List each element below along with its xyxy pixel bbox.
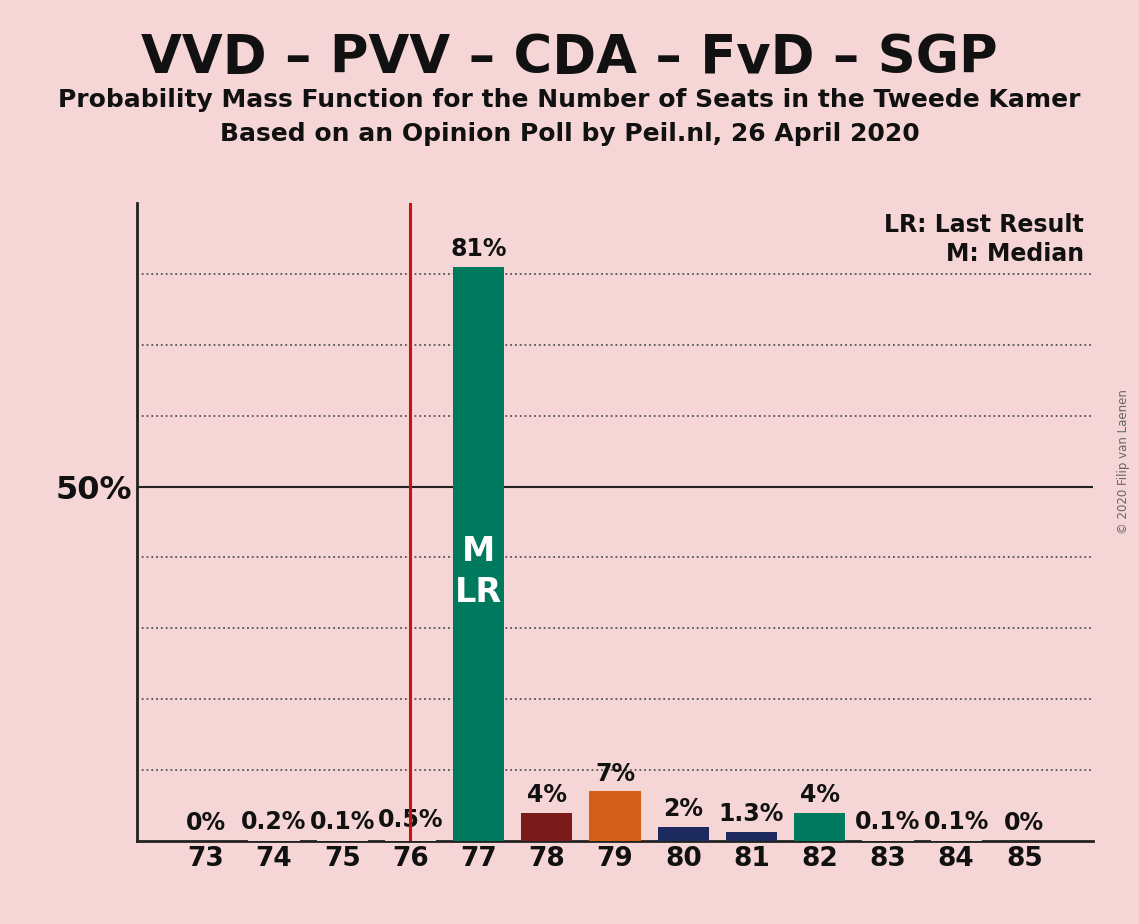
Text: 4%: 4% <box>527 783 567 807</box>
Bar <box>726 832 777 841</box>
Text: 4%: 4% <box>800 783 839 807</box>
Text: 0%: 0% <box>1005 811 1044 835</box>
Text: 0.2%: 0.2% <box>241 809 306 833</box>
Text: 7%: 7% <box>595 761 636 785</box>
Text: M
LR: M LR <box>456 535 502 609</box>
Text: M: Median: M: Median <box>945 241 1084 265</box>
Text: 2%: 2% <box>663 797 703 821</box>
Text: 81%: 81% <box>450 237 507 261</box>
Text: Based on an Opinion Poll by Peil.nl, 26 April 2020: Based on an Opinion Poll by Peil.nl, 26 … <box>220 122 919 146</box>
Bar <box>248 839 300 841</box>
Bar <box>590 791 640 841</box>
Text: © 2020 Filip van Laenen: © 2020 Filip van Laenen <box>1117 390 1130 534</box>
Text: LR: Last Result: LR: Last Result <box>884 213 1084 237</box>
Bar <box>385 837 436 841</box>
Bar <box>453 267 505 841</box>
Text: 0.1%: 0.1% <box>310 810 375 834</box>
Text: 0.1%: 0.1% <box>855 810 920 834</box>
Text: VVD – PVV – CDA – FvD – SGP: VVD – PVV – CDA – FvD – SGP <box>141 32 998 84</box>
Bar <box>657 827 708 841</box>
Text: 0.1%: 0.1% <box>924 810 989 834</box>
Text: 0.5%: 0.5% <box>378 808 443 832</box>
Bar <box>794 812 845 841</box>
Text: 0%: 0% <box>186 811 226 835</box>
Text: 1.3%: 1.3% <box>719 802 784 826</box>
Text: Probability Mass Function for the Number of Seats in the Tweede Kamer: Probability Mass Function for the Number… <box>58 88 1081 112</box>
Bar <box>522 812 573 841</box>
